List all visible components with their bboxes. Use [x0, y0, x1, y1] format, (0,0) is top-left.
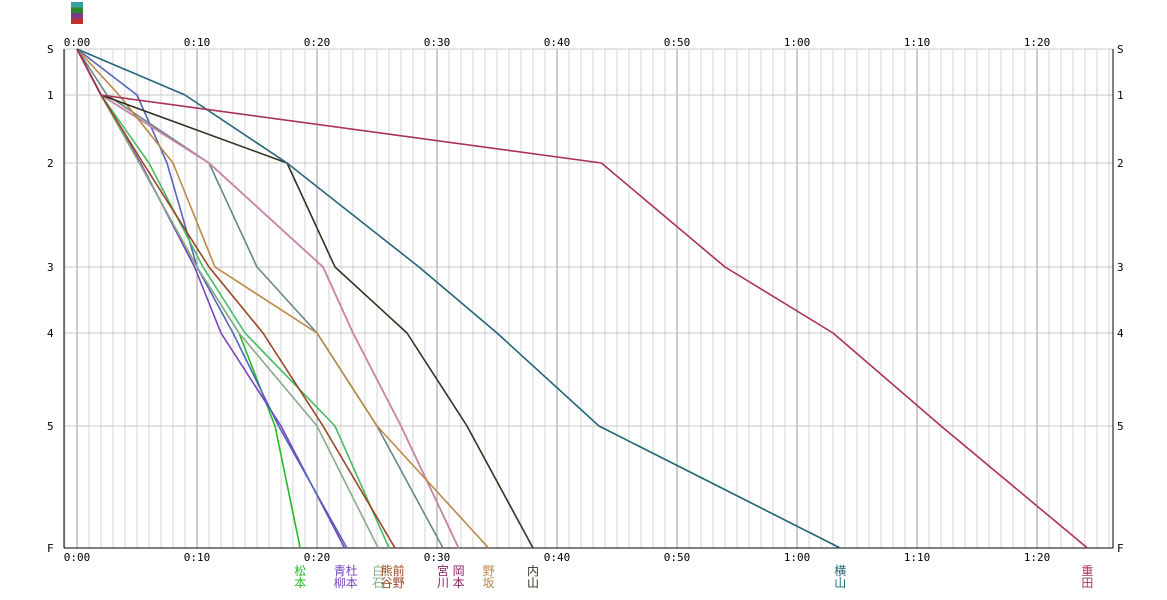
x-tick-label-top: 0:20: [304, 36, 331, 49]
checkpoint-label-right: S: [1117, 43, 1124, 56]
runner-name-label: 内山: [527, 564, 539, 590]
x-tick-label-top: 0:00: [64, 36, 91, 49]
runner-name-text: 川: [437, 576, 449, 590]
x-tick-label-bottom: 0:30: [424, 551, 451, 564]
runner-name-text: 内: [527, 564, 539, 578]
runner-name-text: 野: [483, 564, 495, 578]
x-tick-label-top: 0:40: [544, 36, 571, 49]
runner-name-text: 本: [453, 576, 465, 590]
checkpoint-label-left: 5: [47, 420, 54, 433]
runner-name-text: 宮: [437, 563, 449, 578]
runner-name-text: 岡: [453, 564, 465, 578]
runner-name-label: 横山: [834, 564, 846, 590]
runner-name-label: 白石: [372, 563, 384, 590]
checkpoint-label-right: 2: [1117, 157, 1124, 170]
checkpoint-label-right: F: [1117, 542, 1124, 555]
runner-name-text: 横: [834, 564, 846, 578]
x-tick-label-bottom: 1:10: [904, 551, 931, 564]
runner-name-label: 岡本: [453, 564, 465, 590]
checkpoint-label-left: 2: [47, 157, 54, 170]
runner-name-text: 柳本: [334, 576, 358, 590]
runner-name-text: 坂: [483, 576, 495, 590]
runner-name-text: 本: [294, 576, 306, 590]
runner-name-text: 山: [527, 576, 539, 590]
series-line-13: [76, 48, 1088, 549]
runner-name-text: 重: [1081, 564, 1093, 578]
legend-swatch-graphic: [71, 2, 83, 24]
runner-name-text: 松: [294, 564, 306, 578]
x-tick-label-bottom: 0:40: [544, 551, 571, 564]
x-tick-label-top: 0:10: [184, 36, 211, 49]
x-tick-label-top: 1:00: [784, 36, 811, 49]
runner-name-text: 白: [372, 563, 384, 578]
checkpoint-label-left: F: [47, 542, 54, 555]
runner-name-label: 宮川: [437, 563, 449, 590]
series-line-12: [76, 48, 841, 549]
legend-swatch-band: [71, 18, 83, 24]
runner-name-text: 石: [372, 576, 384, 590]
x-tick-label-bottom: 0:20: [304, 551, 331, 564]
runner-name-text: 田: [1081, 576, 1093, 590]
checkpoint-label-right: 4: [1117, 327, 1124, 340]
runner-name-text: 熊前: [381, 563, 405, 578]
runner-name-text: 山: [834, 576, 846, 590]
x-tick-label-bottom: 0:10: [184, 551, 211, 564]
legend-swatch-band: [71, 7, 83, 13]
checkpoint-label-left: 3: [47, 261, 54, 274]
checkpoint-label-left: 4: [47, 327, 54, 340]
checkpoint-label-left: S: [47, 43, 54, 56]
runner-name-label: 松本: [294, 564, 306, 590]
legend-color-swatch: [71, 2, 83, 24]
checkpoint-label-right: 5: [1117, 420, 1124, 433]
checkpoint-label-right: 1: [1117, 89, 1124, 102]
runner-name-label: 重田: [1081, 564, 1093, 590]
x-tick-label-bottom: 1:00: [784, 551, 811, 564]
plot-area: [64, 49, 1113, 548]
x-tick-label-top: 1:10: [904, 36, 931, 49]
legend-swatch-band: [71, 2, 83, 8]
runner-name-label: 野坂: [483, 564, 495, 590]
checkpoint-label-right: 3: [1117, 261, 1124, 274]
x-tick-label-bottom: 1:20: [1024, 551, 1051, 564]
x-tick-label-bottom: 0:00: [64, 551, 91, 564]
x-tick-label-top: 0:50: [664, 36, 691, 49]
x-tick-label-bottom: 0:50: [664, 551, 691, 564]
x-tick-label-top: 0:30: [424, 36, 451, 49]
runner-name-text: 青杜: [334, 563, 358, 578]
runner-name-text: 谷野: [381, 576, 405, 590]
x-tick-label-top: 1:20: [1024, 36, 1051, 49]
checkpoint-label-left: 1: [47, 89, 54, 102]
legend-swatch-band: [71, 13, 83, 19]
series-line-10: [76, 48, 490, 549]
